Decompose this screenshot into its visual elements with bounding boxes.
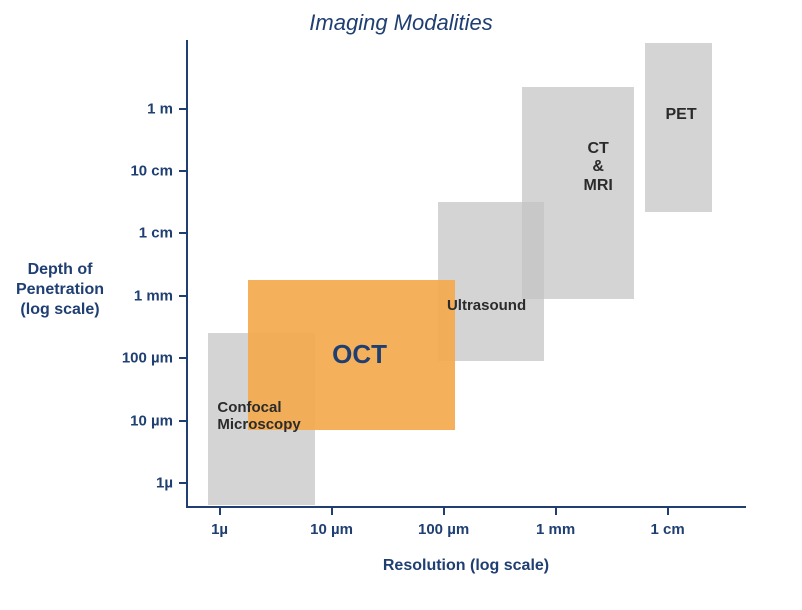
y-tick-label: 1 mm xyxy=(134,287,186,304)
y-axis-line xyxy=(186,40,188,508)
chart-title: Imaging Modalities xyxy=(0,10,802,36)
x-tick-label: 1 cm xyxy=(650,508,684,538)
region-pet xyxy=(645,43,712,211)
y-axis-label: Depth ofPenetration(log scale) xyxy=(0,260,120,320)
region-label-pet: PET xyxy=(665,106,696,124)
region-label-confocal-microscopy: ConfocalMicroscopy xyxy=(217,399,300,434)
x-tick-label: 1µ xyxy=(211,508,228,538)
x-tick-label: 100 µm xyxy=(418,508,469,538)
plot-area: 1µ10 µm100 µm1 mm1 cm10 cm1 m1µ10 µm100 … xyxy=(186,40,746,508)
y-tick-label: 10 cm xyxy=(130,163,186,180)
x-tick-label: 10 µm xyxy=(310,508,353,538)
y-tick-label: 1 m xyxy=(147,100,186,117)
x-tick-label: 1 mm xyxy=(536,508,575,538)
region-label-ultrasound: Ultrasound xyxy=(447,297,526,314)
region-label-ct-mri: CT&MRI xyxy=(583,140,612,195)
y-tick-label: 1µ xyxy=(156,475,186,492)
region-label-oct: OCT xyxy=(332,340,387,370)
region-ct-mri xyxy=(522,87,634,299)
y-tick-label: 10 µm xyxy=(130,412,186,429)
x-axis-label: Resolution (log scale) xyxy=(186,556,746,576)
y-tick-label: 100 µm xyxy=(122,350,186,367)
y-tick-label: 1 cm xyxy=(139,225,186,242)
